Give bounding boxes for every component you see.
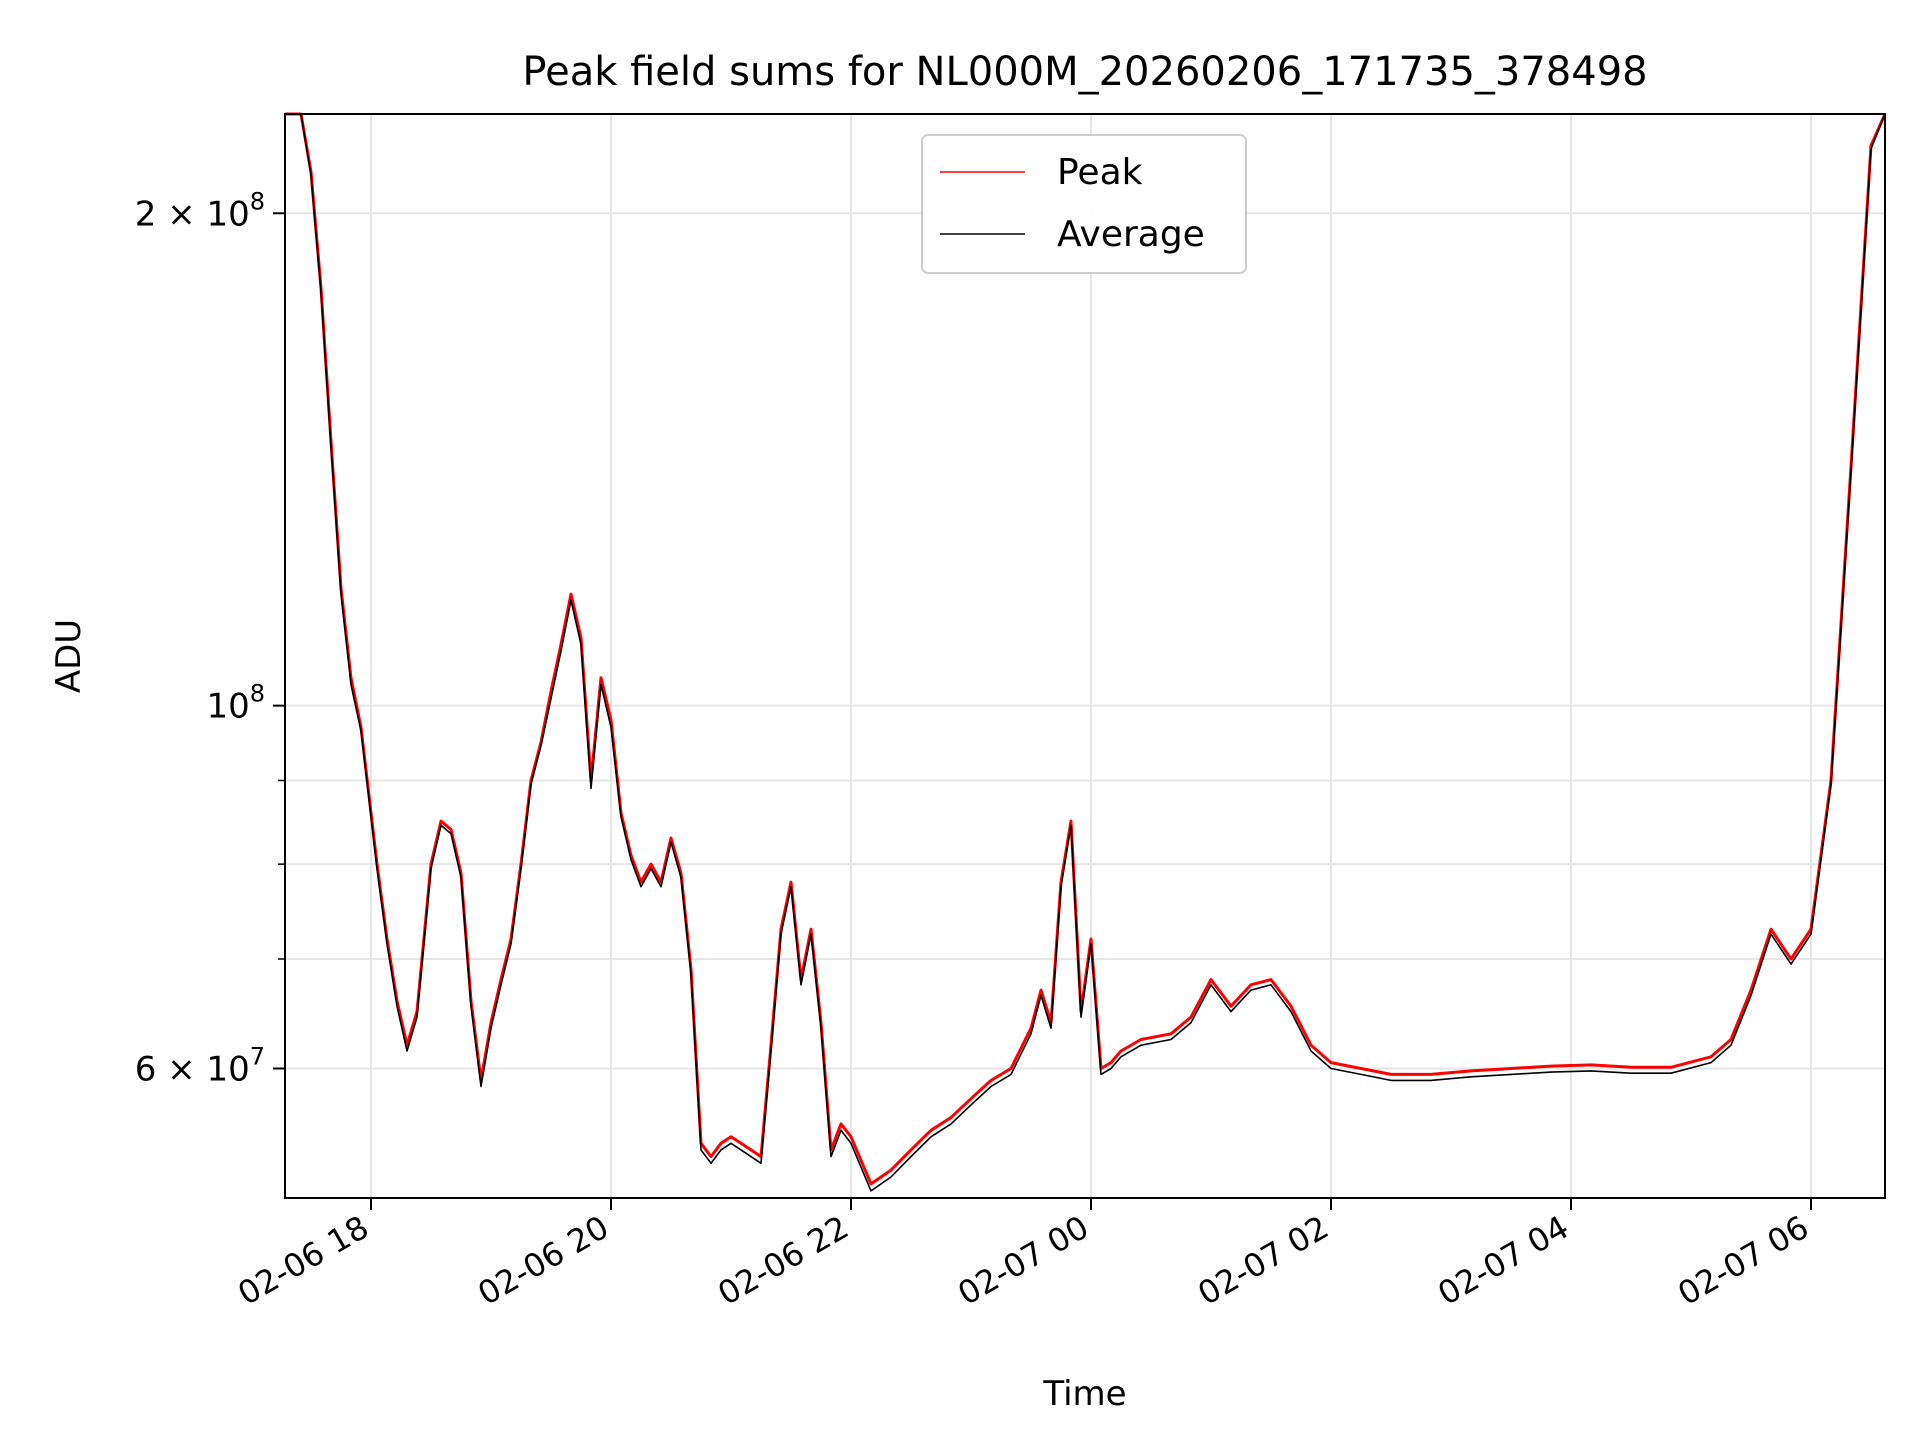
- y-tick-label: 2 × 108: [135, 187, 265, 234]
- y-tick-base: 10: [206, 687, 249, 727]
- legend-average-label: Average: [1057, 214, 1205, 255]
- y-tick-exponent: 7: [250, 1042, 265, 1070]
- x-axis-label: Time: [1042, 1374, 1126, 1414]
- plot-area-frame: [284, 113, 1886, 1199]
- y-tick-exponent: 8: [250, 187, 265, 215]
- y-tick-exponent: 8: [250, 680, 265, 708]
- series-layer: [285, 112, 1887, 1192]
- y-tick-label: 108: [206, 680, 265, 727]
- y-tick-base: 6 × 10: [135, 1049, 250, 1089]
- legend: Peak Average: [921, 134, 1247, 274]
- series-line-average: [285, 113, 1886, 1192]
- y-tick-label: 6 × 107: [135, 1042, 265, 1089]
- chart-title: Peak field sums for NL000M_20260206_1717…: [522, 49, 1647, 95]
- y-tick-base: 2 × 10: [135, 194, 250, 234]
- y-axis-label: ADU: [49, 619, 89, 693]
- legend-box: [921, 134, 1247, 274]
- legend-peak-label: Peak: [1057, 152, 1143, 193]
